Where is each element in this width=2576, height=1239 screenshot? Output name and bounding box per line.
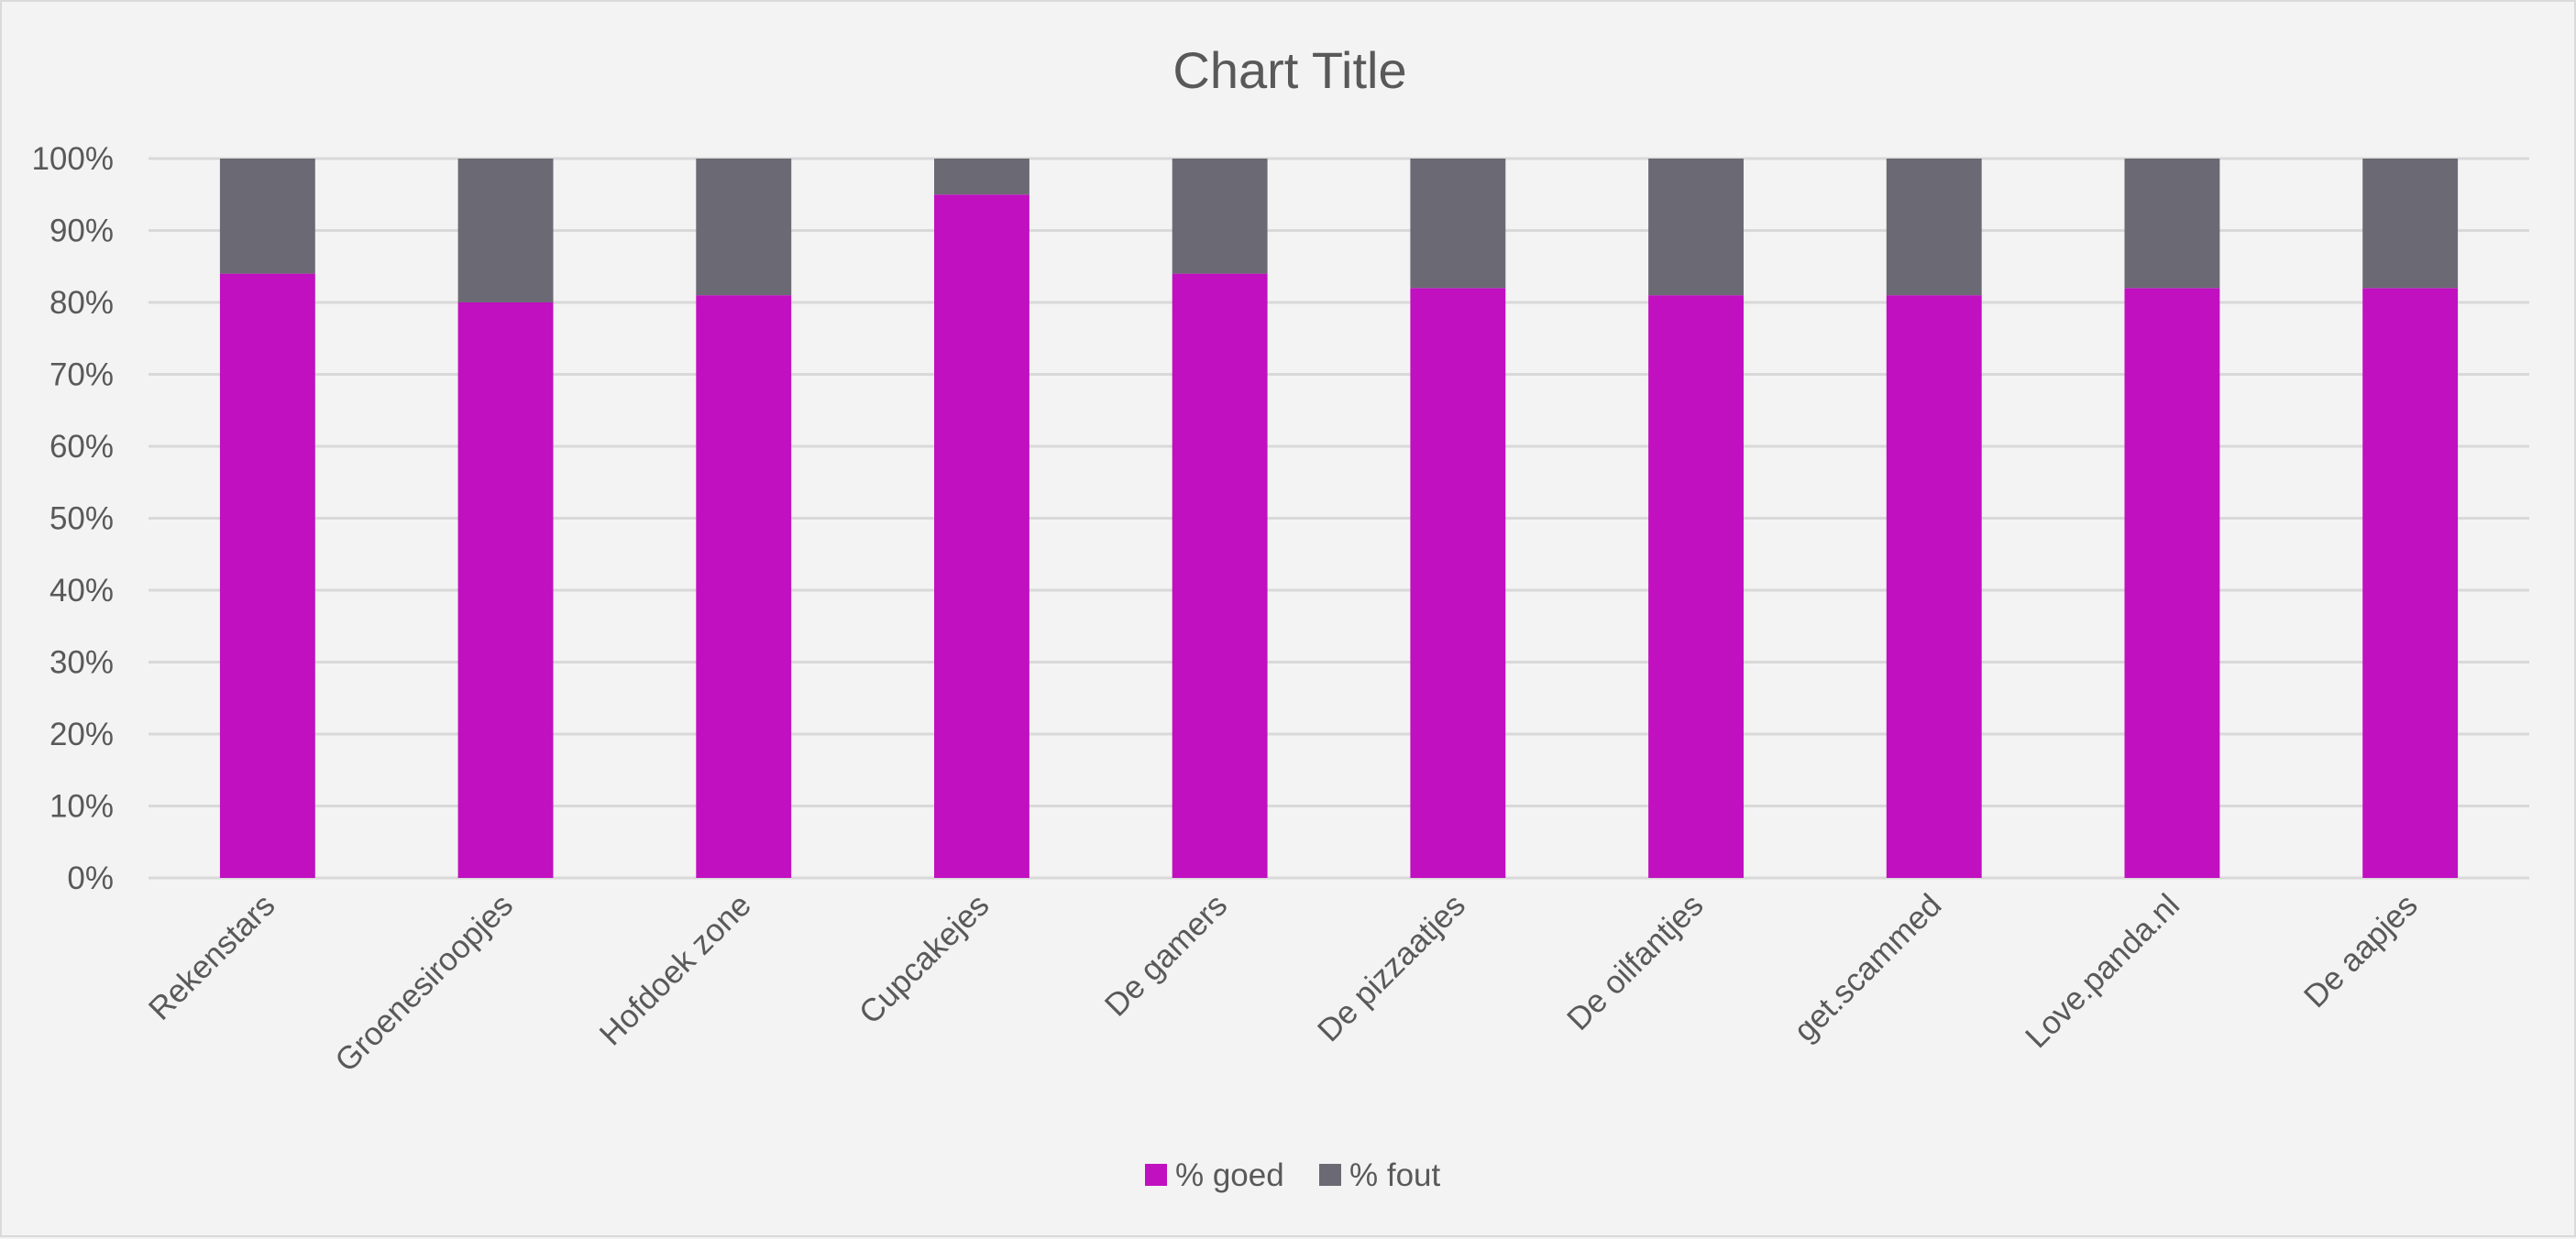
y-tick-label: 90% (50, 214, 114, 249)
bar-segment (1648, 159, 1744, 296)
bar-segment (2362, 159, 2459, 289)
y-tick-label: 100% (31, 141, 114, 177)
legend-swatch (1145, 1164, 1167, 1186)
x-tick-label: Love.panda.nl (2019, 887, 2186, 1055)
bar-segment (1648, 295, 1744, 878)
bar-segment (2362, 288, 2459, 878)
y-tick-label: 60% (50, 429, 114, 465)
bar-segment (457, 302, 554, 878)
bar-segment (2124, 288, 2220, 878)
y-tick-label: 40% (50, 573, 114, 609)
bar-segment (1886, 159, 1982, 296)
legend-swatch (1319, 1164, 1341, 1186)
bar-segment (1410, 288, 1506, 878)
y-tick-label: 0% (67, 861, 114, 896)
bar-segment (219, 273, 315, 879)
legend: % goed % fout (1145, 1157, 1440, 1193)
x-tick-label: Hofdoek zone (593, 887, 758, 1052)
x-tick-label: Rekenstars (142, 887, 282, 1027)
legend-label: % goed (1175, 1157, 1284, 1193)
bar-segment (1886, 295, 1982, 878)
y-tick-label: 30% (50, 645, 114, 681)
bar-segment (696, 159, 792, 296)
bar-segment (934, 194, 1029, 878)
y-tick-label: 10% (50, 789, 114, 825)
bar-segment (1172, 159, 1268, 274)
x-axis-tick-labels: Rekenstars Groenesiroopjes Hofdoek zone Cup… (142, 887, 2425, 1079)
x-tick-label: De pizzaatjes (1311, 887, 1472, 1048)
legend-label: % fout (1349, 1157, 1440, 1193)
bar-segment (696, 295, 792, 878)
x-tick-label: De aapjes (2297, 887, 2425, 1014)
y-tick-label: 20% (50, 717, 114, 752)
x-tick-label: De gamers (1098, 887, 1235, 1024)
x-tick-label: get.scammed (1787, 887, 1948, 1048)
y-tick-label: 50% (50, 501, 114, 537)
x-tick-label: Cupcakejes (853, 887, 996, 1031)
y-tick-label: 80% (50, 285, 114, 321)
chart-title: Chart Title (1172, 41, 1406, 99)
bar-segment (2124, 159, 2220, 289)
bar-segment (934, 159, 1029, 195)
x-tick-label: De oilfantjes (1560, 887, 1711, 1037)
bar-segment (1410, 159, 1506, 289)
bars (219, 159, 2459, 879)
bar-segment (219, 159, 315, 274)
bar-segment (457, 159, 554, 302)
y-axis-tick-labels: 0% 10% 20% 30% 40% 50% 60% 70% 80% 90% 100% (31, 141, 114, 896)
x-tick-label: Groenesiroopjes (328, 887, 520, 1079)
bar-segment (1172, 273, 1268, 879)
y-tick-label: 70% (50, 357, 114, 393)
